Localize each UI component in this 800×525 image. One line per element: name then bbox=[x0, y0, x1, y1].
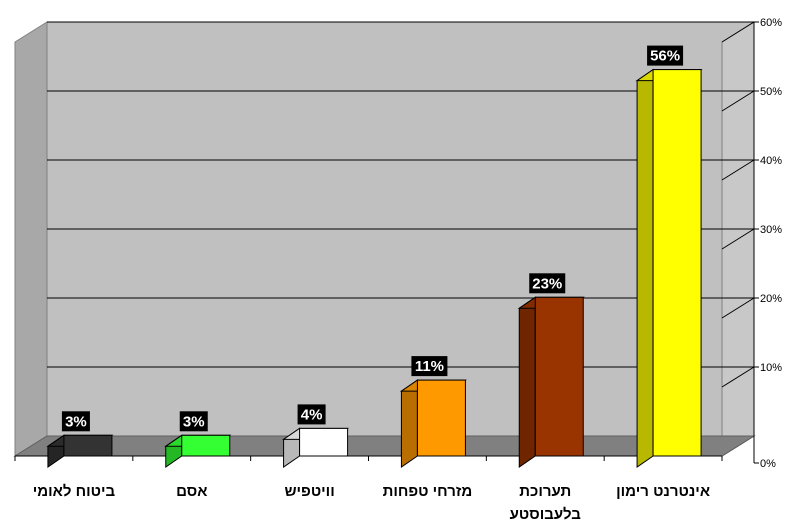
data-label-bg bbox=[297, 404, 326, 425]
bar-side bbox=[636, 68, 654, 468]
category-label: ביטוח לאומי bbox=[33, 483, 116, 500]
x-axis bbox=[14, 455, 723, 461]
bar-front bbox=[534, 296, 584, 457]
category-label: אינטרנט רימון bbox=[616, 483, 710, 500]
bar bbox=[399, 379, 468, 468]
data-label-text: 11% bbox=[415, 358, 444, 375]
data-label-bg bbox=[61, 411, 90, 432]
data-label: 3% bbox=[179, 411, 208, 432]
category-label: וויטפיש bbox=[284, 483, 334, 500]
bar bbox=[517, 296, 585, 468]
y-tick-label: 40% bbox=[760, 155, 782, 167]
data-label-text: 56% bbox=[650, 48, 680, 65]
bar-front bbox=[416, 379, 466, 457]
data-label-text: 23% bbox=[532, 275, 562, 292]
gridline-side bbox=[721, 159, 755, 181]
bar bbox=[46, 434, 114, 468]
bars bbox=[46, 68, 703, 468]
category-label: אסם bbox=[176, 483, 207, 500]
gridline-side bbox=[721, 366, 755, 388]
category-label: בלעבוסטע bbox=[510, 506, 582, 523]
side-wall-left bbox=[14, 21, 48, 457]
data-label-text: 3% bbox=[65, 413, 87, 430]
bar-side bbox=[518, 296, 536, 468]
y-tick-label: 30% bbox=[760, 224, 782, 236]
gridline-side bbox=[721, 21, 755, 43]
data-label: 23% bbox=[529, 273, 566, 294]
y-tick-label: 20% bbox=[760, 293, 782, 305]
gridline-side bbox=[721, 228, 755, 250]
data-label-bg bbox=[411, 356, 448, 377]
y-tick-label: 50% bbox=[760, 86, 782, 98]
bar-front bbox=[299, 427, 349, 457]
data-label-text: 3% bbox=[183, 413, 205, 430]
data-label: 3% bbox=[61, 411, 90, 432]
bar-side bbox=[400, 379, 418, 468]
y-tick-label: 10% bbox=[760, 362, 782, 374]
category-labels: ביטוח לאומי אסם וויטפיש מזרחי טפחות תערוכת בל… bbox=[33, 483, 710, 523]
data-label-bg bbox=[179, 411, 208, 432]
bar-front bbox=[652, 69, 702, 457]
category-label: תערוכת bbox=[519, 483, 571, 500]
data-label: 11% bbox=[411, 356, 448, 377]
data-label-text: 4% bbox=[301, 406, 323, 423]
data-label: 56% bbox=[647, 45, 684, 66]
bar bbox=[635, 68, 703, 468]
gridline-side bbox=[721, 90, 755, 112]
bar-front bbox=[63, 434, 113, 457]
bar bbox=[164, 434, 232, 468]
category-label: מזרחי טפחות bbox=[383, 483, 473, 500]
gridline-side bbox=[721, 297, 755, 319]
data-label-bg bbox=[529, 273, 566, 294]
bar-front bbox=[181, 434, 231, 457]
bar bbox=[281, 427, 350, 468]
y-axis: 0% 10% 20% 30% 40% 50% 60% bbox=[753, 17, 782, 470]
data-label: 4% bbox=[297, 404, 326, 425]
data-labels: 3% 3% 4% 11% 23% 56% bbox=[61, 45, 684, 432]
data-label-bg bbox=[647, 45, 684, 66]
y-tick-label: 60% bbox=[760, 17, 782, 29]
y-tick-label: 0% bbox=[760, 458, 776, 470]
